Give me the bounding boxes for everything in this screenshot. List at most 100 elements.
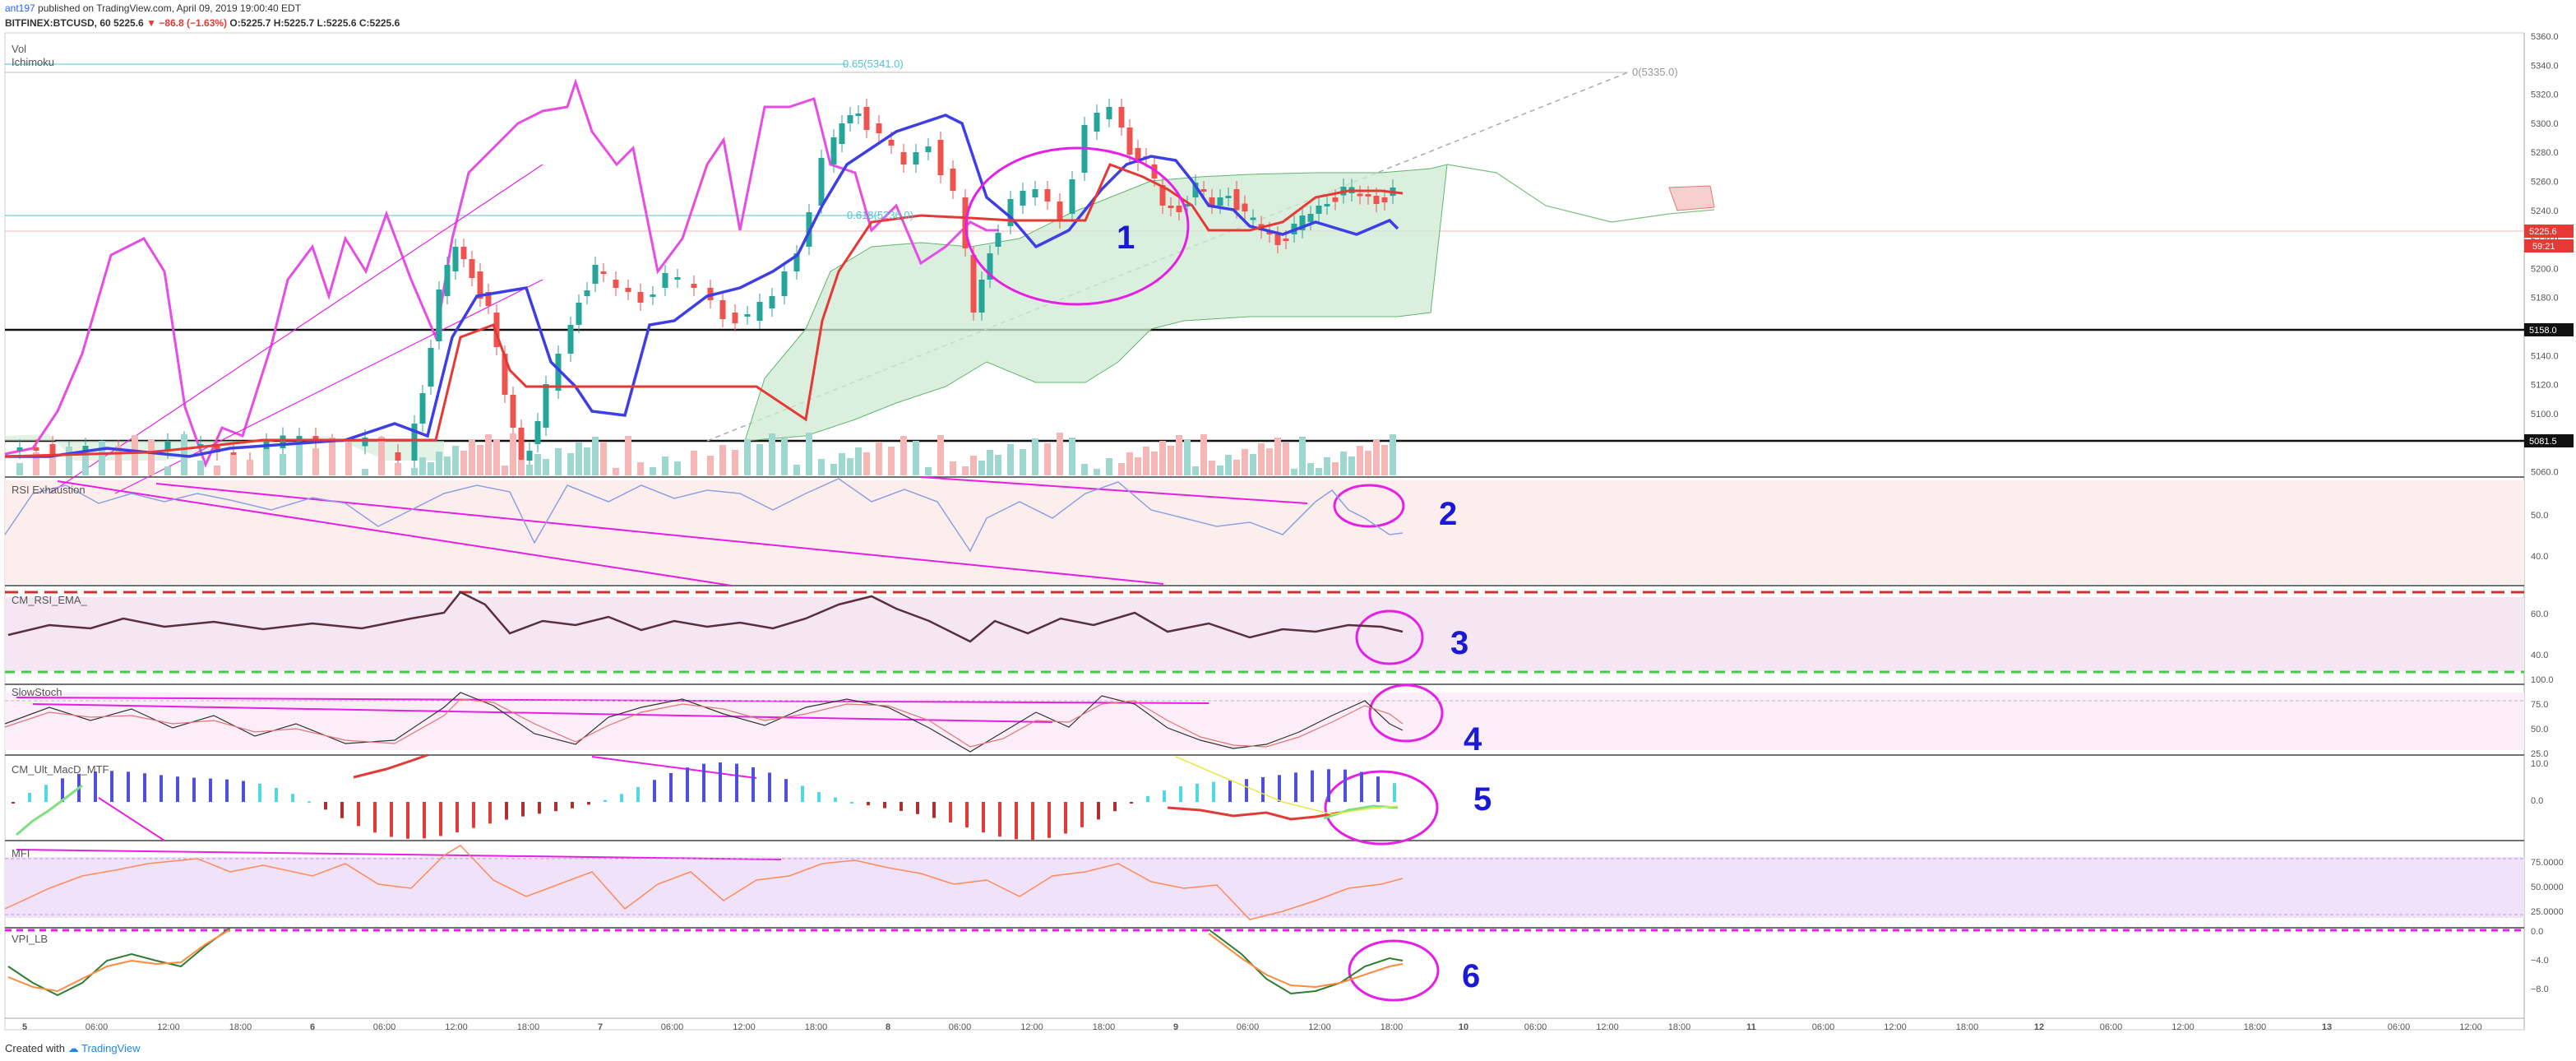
time-label-11: 18:00 — [805, 1022, 828, 1032]
volume-bar — [1192, 466, 1199, 475]
volume-bar — [1020, 449, 1026, 475]
time-label-19: 18:00 — [1380, 1022, 1404, 1032]
volume-bar — [197, 461, 204, 475]
level-tag-5158 — [2524, 323, 2574, 336]
macd-bar — [916, 802, 919, 814]
volume-bar — [1242, 449, 1248, 475]
macd-bar — [587, 802, 590, 805]
vpi-line-green-2 — [1208, 929, 1404, 995]
candle-body — [1168, 206, 1174, 208]
macd-bar — [1130, 802, 1133, 804]
volume-bar — [1126, 452, 1133, 475]
macd-bar — [620, 794, 623, 802]
tradingview-logo-icon[interactable]: ☁ — [67, 1042, 79, 1054]
volume-bar — [419, 457, 426, 475]
mfi-axis-label-2: 25.0000 — [2531, 907, 2564, 917]
volume-bar — [1299, 437, 1306, 475]
author-link[interactable]: ant197 — [5, 2, 35, 14]
time-label-29: 06:00 — [2100, 1022, 2123, 1032]
candle-body — [950, 169, 956, 191]
volume-bar — [428, 462, 434, 475]
macd-bar — [258, 783, 261, 802]
volume-bar — [707, 456, 714, 475]
volume-bar — [1324, 457, 1330, 475]
volume-bar — [16, 463, 23, 475]
macd-bar — [423, 802, 426, 839]
volume-bar — [436, 452, 442, 475]
mfi-axis-label-1: 50.0000 — [2531, 883, 2564, 892]
cmrsi-label: CM_RSI_EMA_ — [12, 594, 88, 606]
volume-bar — [1032, 438, 1038, 475]
macd-bar — [1097, 802, 1100, 820]
volume-bar — [847, 458, 853, 475]
candle-body — [518, 428, 525, 467]
volume-bar — [913, 441, 919, 475]
chart-title-line: ant197 published on TradingView.com, Apr… — [5, 2, 301, 14]
macd-bar — [176, 776, 179, 802]
time-label-21: 06:00 — [1524, 1022, 1547, 1032]
candle-body — [1209, 197, 1215, 206]
divergence-arrows[interactable] — [16, 476, 1308, 860]
macd-bar — [1294, 772, 1297, 802]
candle-body — [781, 271, 788, 296]
candle-body — [876, 123, 882, 133]
cmrsi-axis-label-1: 40.0 — [2531, 651, 2548, 660]
time-axis[interactable]: 5 06:00 12:00 18:00 6 06:00 12:00 18:00 7 06:00 12… — [22, 1022, 2482, 1032]
candle-body — [818, 158, 825, 206]
ichimoku-label: Ichimoku — [12, 56, 54, 68]
candle-body — [637, 292, 644, 303]
time-label-28: 12 — [2034, 1022, 2044, 1032]
time-label-23: 18:00 — [1668, 1022, 1691, 1032]
mfi-label: MFI — [12, 847, 30, 859]
volume-bar — [1225, 455, 1232, 475]
volume-bar — [1069, 438, 1075, 475]
volume-bar — [1007, 444, 1014, 475]
candle-body — [830, 137, 837, 164]
current-price-text: 5225.6 — [2529, 227, 2557, 237]
macd-bar — [472, 802, 475, 828]
price-axis[interactable]: 5360.0 5340.0 5320.0 5300.0 5280.0 5260.0 5240… — [2531, 32, 2564, 994]
candle-body — [793, 253, 800, 271]
volume-bar — [719, 445, 726, 475]
candle-body — [888, 140, 895, 146]
tradingview-brand-link[interactable]: TradingView — [81, 1042, 141, 1054]
volume-bar — [806, 433, 812, 475]
macd-signal-yellow — [1175, 756, 1399, 815]
candle-body — [839, 123, 845, 144]
candle-body — [1176, 206, 1182, 212]
macd-bar — [965, 802, 969, 828]
volume-bar — [460, 451, 467, 475]
volume-bar — [584, 447, 590, 475]
volume-bar — [937, 435, 944, 475]
macd-bar — [1393, 783, 1396, 802]
candle-body — [1233, 189, 1240, 211]
macd-bar — [867, 802, 870, 806]
candle-body — [49, 444, 56, 457]
annotation-circles[interactable] — [964, 146, 1444, 1002]
vpi-axis-label-2: −8.0 — [2531, 985, 2549, 994]
macd-bar — [275, 788, 278, 802]
level-text-5158: 5158.0 — [2529, 326, 2557, 336]
candle-body — [16, 447, 23, 451]
macd-bar — [143, 773, 146, 802]
volume-bar — [576, 442, 582, 475]
volume-bar — [830, 464, 837, 475]
time-label-17: 06:00 — [1237, 1022, 1260, 1032]
bar-timer-tag — [2524, 239, 2574, 253]
volume-bar — [962, 466, 969, 475]
volume-bar — [378, 437, 385, 475]
candle-body — [510, 395, 516, 428]
candle-body — [1324, 204, 1330, 206]
symbol-label: BITFINEX:BTCUSD, 60 — [5, 17, 111, 29]
price-change: −86.8 (−1.63%) — [159, 17, 228, 29]
macd-bar — [1179, 786, 1182, 802]
volume-bar — [1390, 434, 1396, 475]
candle-body — [502, 354, 508, 395]
volume-bar — [970, 456, 977, 475]
candle-body — [674, 277, 681, 280]
volume-bar — [1106, 458, 1112, 475]
volume-bar — [395, 463, 401, 475]
volume-bar — [526, 465, 533, 475]
candle-body — [567, 325, 574, 354]
